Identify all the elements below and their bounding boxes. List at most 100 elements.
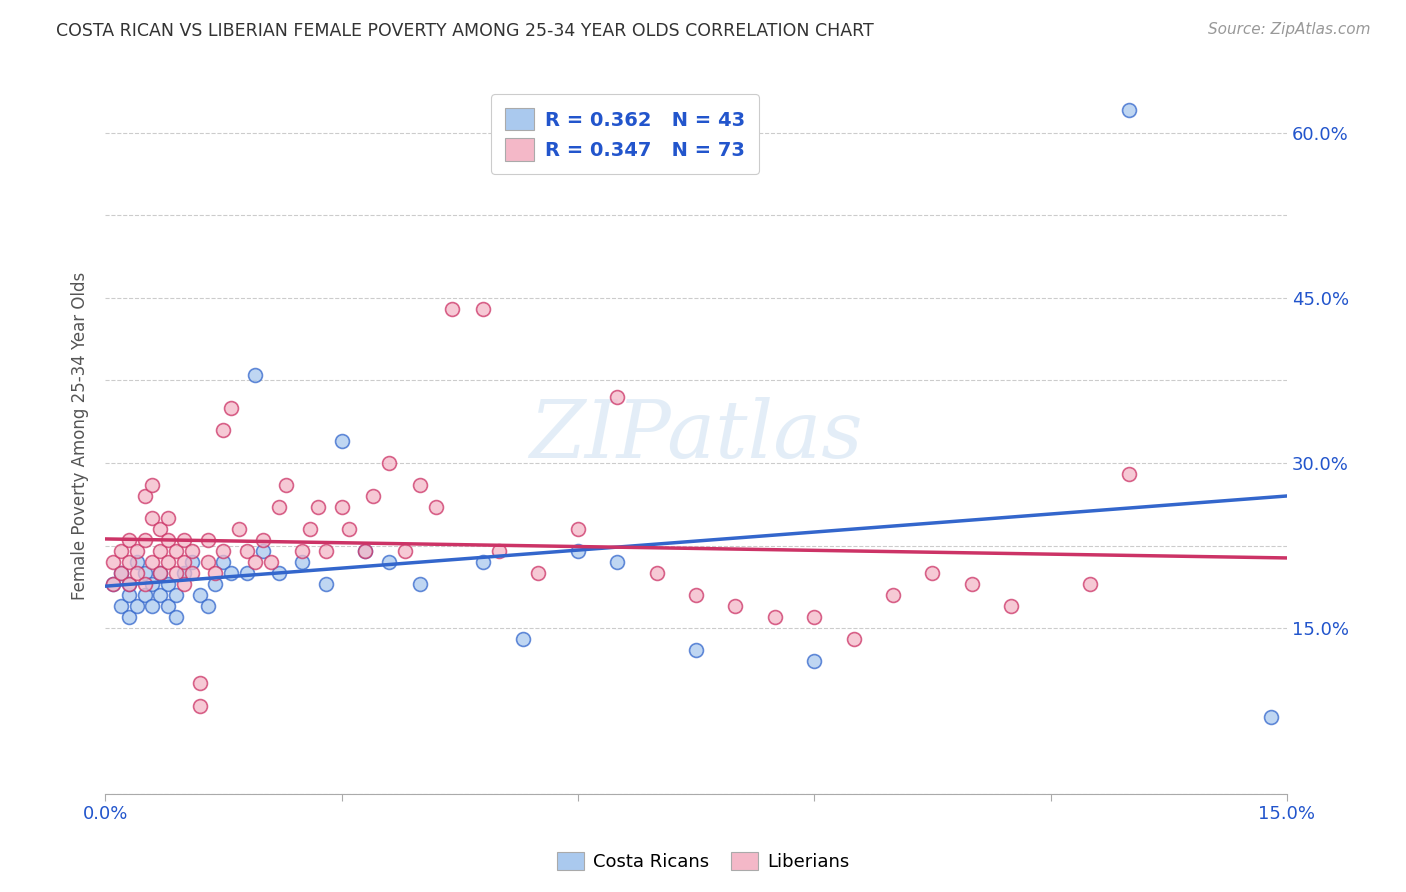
Point [157, 533, 180, 548]
Point [134, 489, 156, 503]
Point [125, 599, 148, 614]
Point [110, 566, 132, 581]
Point [724, 599, 747, 614]
Point [188, 698, 211, 713]
Text: COSTA RICAN VS LIBERIAN FEMALE POVERTY AMONG 25-34 YEAR OLDS CORRELATION CHART: COSTA RICAN VS LIBERIAN FEMALE POVERTY A… [56, 22, 875, 40]
Point [134, 566, 156, 581]
Point [197, 555, 219, 569]
Legend: Costa Ricans, Liberians: Costa Ricans, Liberians [550, 845, 856, 879]
Point [204, 577, 226, 591]
Point [252, 533, 274, 548]
Point [243, 555, 266, 569]
Point [125, 566, 148, 581]
Point [149, 566, 172, 581]
Point [315, 577, 337, 591]
Point [101, 555, 124, 569]
Point [1260, 709, 1282, 723]
Point [803, 655, 825, 669]
Point [212, 555, 235, 569]
Point [276, 478, 298, 492]
Point [118, 588, 141, 602]
Point [134, 588, 156, 602]
Point [165, 544, 187, 558]
Point [354, 544, 377, 558]
Point [252, 544, 274, 558]
Point [267, 500, 290, 515]
Point [259, 555, 281, 569]
Point [101, 577, 124, 591]
Point [165, 610, 187, 624]
Point [125, 544, 148, 558]
Point [118, 577, 141, 591]
Point [440, 301, 463, 316]
Point [803, 610, 825, 624]
Point [173, 566, 195, 581]
Point [134, 577, 156, 591]
Point [118, 533, 141, 548]
Point [394, 544, 416, 558]
Point [685, 588, 707, 602]
Point [157, 599, 180, 614]
Point [157, 577, 180, 591]
Point [173, 577, 195, 591]
Text: ZIPatlas: ZIPatlas [529, 397, 863, 475]
Point [842, 632, 865, 647]
Point [188, 588, 211, 602]
Point [157, 511, 180, 525]
Point [141, 577, 163, 591]
Point [378, 456, 401, 470]
Point [315, 544, 337, 558]
Point [330, 434, 353, 448]
Point [882, 588, 904, 602]
Point [960, 577, 983, 591]
Point [212, 423, 235, 437]
Point [361, 489, 384, 503]
Point [299, 522, 322, 536]
Point [512, 632, 534, 647]
Point [141, 511, 163, 525]
Point [110, 544, 132, 558]
Point [228, 522, 250, 536]
Point [149, 566, 172, 581]
Point [307, 500, 329, 515]
Point [243, 368, 266, 382]
Point [134, 533, 156, 548]
Point [236, 566, 259, 581]
Point [527, 566, 550, 581]
Point [157, 555, 180, 569]
Point [110, 599, 132, 614]
Point [118, 555, 141, 569]
Point [188, 676, 211, 690]
Point [409, 577, 432, 591]
Point [149, 522, 172, 536]
Point [118, 610, 141, 624]
Point [165, 588, 187, 602]
Point [291, 544, 314, 558]
Point [606, 555, 628, 569]
Point [212, 544, 235, 558]
Point [141, 599, 163, 614]
Point [1118, 103, 1140, 118]
Point [197, 599, 219, 614]
Y-axis label: Female Poverty Among 25-34 Year Olds: Female Poverty Among 25-34 Year Olds [72, 271, 89, 599]
Point [1000, 599, 1022, 614]
Point [567, 544, 589, 558]
Point [180, 555, 202, 569]
Point [763, 610, 786, 624]
Point [180, 566, 202, 581]
Point [101, 577, 124, 591]
Point [141, 555, 163, 569]
Point [472, 555, 495, 569]
Text: Source: ZipAtlas.com: Source: ZipAtlas.com [1208, 22, 1371, 37]
Point [1078, 577, 1101, 591]
Point [567, 522, 589, 536]
Point [236, 544, 259, 558]
Point [339, 522, 361, 536]
Point [149, 588, 172, 602]
Point [1118, 467, 1140, 482]
Point [291, 555, 314, 569]
Point [606, 390, 628, 404]
Point [125, 555, 148, 569]
Point [488, 544, 510, 558]
Point [219, 566, 242, 581]
